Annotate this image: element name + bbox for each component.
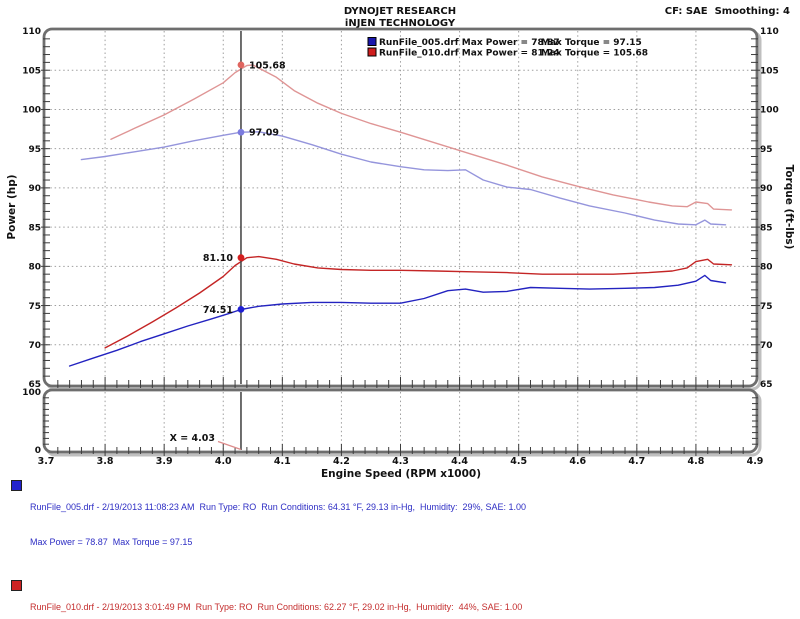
legend-swatch-run2 xyxy=(367,47,377,57)
x-tick-label: 4.3 xyxy=(392,456,409,467)
x-tick-label: 4.1 xyxy=(274,456,291,467)
y-tick-label-left: 110 xyxy=(22,27,41,37)
value-label: 97.09 xyxy=(249,128,279,139)
y-tick-label-right: 95 xyxy=(760,145,773,155)
strip-tick-label-top: 100 xyxy=(22,388,41,398)
x-tick-label: 4.8 xyxy=(687,456,704,467)
x-tick-label: 3.9 xyxy=(156,456,173,467)
value-marker-dot xyxy=(237,305,245,313)
y-tick-label-left: 65 xyxy=(28,380,41,390)
run1-max-values: Max Power = 78.87 Max Torque = 97.15 xyxy=(30,536,193,547)
y-tick-label-left: 70 xyxy=(28,341,41,351)
run2-conditions: RunFile_010.drf - 2/19/2013 3:01:49 PM R… xyxy=(30,602,523,612)
cursor-x-value-label: X = 4.03 xyxy=(170,433,215,444)
series-curve-4 xyxy=(110,64,733,211)
x-tick-label: 4.0 xyxy=(215,456,232,467)
y-tick-label-right: 70 xyxy=(760,341,773,351)
value-marker-dot xyxy=(237,128,245,136)
legend-run1-power-label: RunFile_005.drf Max Power = 78.87 xyxy=(379,38,560,48)
y-tick-label-right: 105 xyxy=(760,66,779,76)
x-tick-label: 3.8 xyxy=(97,456,114,467)
value-marker-dot xyxy=(237,61,245,69)
y-tick-label-left: 75 xyxy=(28,302,41,312)
dyno-customer-name: iNJEN TECHNOLOGY xyxy=(344,18,456,29)
strip-plot-frame xyxy=(42,388,759,454)
value-marker-dot xyxy=(237,254,245,262)
y-tick-label-left: 85 xyxy=(28,223,41,233)
legend-run2-torque-label: Max Torque = 105.68 xyxy=(541,49,648,59)
strip-tick-label-bottom: 0 xyxy=(35,446,41,456)
dyno-graph-canvas[interactable]: 65 65 70 70 75 75 80 80 85 85 90 90 95 95 100 100 105 105… xyxy=(0,0,800,480)
x-tick-label: 4.4 xyxy=(451,456,468,467)
x-axis-title: Engine Speed (RPM x1000) xyxy=(321,468,481,480)
y-tick-label-right: 65 xyxy=(760,380,773,390)
dyno-shop-name: DYNOJET RESEARCH xyxy=(343,6,457,17)
x-tick-label: 4.6 xyxy=(569,456,586,467)
x-tick-label: 4.5 xyxy=(510,456,527,467)
y-tick-label-left: 90 xyxy=(28,184,41,194)
y-tick-label-left: 80 xyxy=(28,263,41,273)
series-curve-2 xyxy=(80,131,727,226)
x-tick-label: 3.7 xyxy=(38,456,55,467)
y-tick-label-right: 75 xyxy=(760,302,773,312)
run2-color-swatch xyxy=(11,580,22,591)
x-tick-label: 4.9 xyxy=(747,456,764,467)
y-tick-label-right: 110 xyxy=(760,27,779,37)
correction-factor-label: CF: SAE Smoothing: 4 xyxy=(664,6,790,17)
run1-color-swatch xyxy=(11,480,22,491)
cursor-label-leader xyxy=(217,440,242,451)
y-tick-label-right: 80 xyxy=(760,263,773,273)
run2-info: RunFile_010.drf - 2/19/2013 3:01:49 PM R… xyxy=(8,579,788,619)
series-curve-3 xyxy=(104,255,733,349)
legend-run2-power-label: RunFile_010.drf Max Power = 81.24 xyxy=(379,49,560,59)
y-tick-label-right: 100 xyxy=(760,106,779,116)
run-details-footer: RunFile_005.drf - 2/19/2013 11:08:23 AM … xyxy=(8,479,788,619)
x-tick-label: 4.7 xyxy=(628,456,645,467)
y-tick-label-right: 90 xyxy=(760,184,773,194)
y-tick-label-right: 85 xyxy=(760,223,773,233)
legend-run1-torque-label: Max Torque = 97.15 xyxy=(541,38,642,48)
y-axis-title-power: Power (hp) xyxy=(6,174,18,239)
legend-swatch-run1 xyxy=(367,37,377,46)
x-tick-label: 4.2 xyxy=(333,456,350,467)
run1-conditions: RunFile_005.drf - 2/19/2013 11:08:23 AM … xyxy=(30,502,527,512)
chart-title: DYNOJET RESEARCH iNJEN TECHNOLOGY xyxy=(0,6,800,30)
y-tick-label-left: 95 xyxy=(28,145,41,155)
value-label: 74.51 xyxy=(203,305,233,316)
y-tick-label-left: 100 xyxy=(22,106,41,116)
series-curve-1 xyxy=(68,274,727,367)
y-axis-title-torque: Torque (ft-lbs) xyxy=(783,165,795,250)
value-label: 81.10 xyxy=(203,253,233,264)
chart-legend: RunFile_005.drf Max Power = 78.87 Max To… xyxy=(367,37,648,59)
value-label: 105.68 xyxy=(249,60,286,71)
run1-info: RunFile_005.drf - 2/19/2013 11:08:23 AM … xyxy=(8,479,788,571)
y-tick-label-left: 105 xyxy=(22,66,41,76)
